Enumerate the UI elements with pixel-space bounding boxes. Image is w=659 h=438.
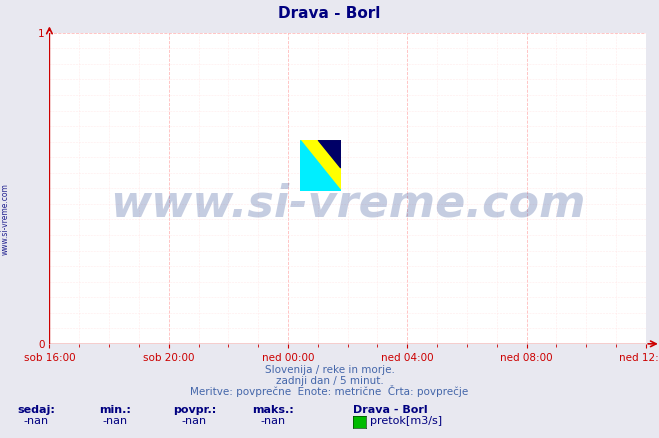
Text: -nan: -nan [261, 416, 286, 426]
Polygon shape [300, 140, 341, 191]
Text: Meritve: povprečne  Enote: metrične  Črta: povprečje: Meritve: povprečne Enote: metrične Črta:… [190, 385, 469, 397]
Text: -nan: -nan [103, 416, 128, 426]
Text: pretok[m3/s]: pretok[m3/s] [370, 416, 442, 426]
Text: Slovenija / reke in morje.: Slovenija / reke in morje. [264, 365, 395, 375]
Text: maks.:: maks.: [252, 405, 295, 415]
Text: Drava - Borl: Drava - Borl [353, 405, 427, 415]
Text: www.si-vreme.com: www.si-vreme.com [1, 183, 10, 255]
Text: min.:: min.: [100, 405, 131, 415]
Text: povpr.:: povpr.: [173, 405, 216, 415]
Text: -nan: -nan [182, 416, 207, 426]
Text: -nan: -nan [24, 416, 49, 426]
Text: www.si-vreme.com: www.si-vreme.com [110, 182, 585, 226]
Text: zadnji dan / 5 minut.: zadnji dan / 5 minut. [275, 376, 384, 386]
Polygon shape [318, 140, 341, 168]
Text: Drava - Borl: Drava - Borl [278, 6, 381, 21]
Text: sedaj:: sedaj: [17, 405, 55, 415]
